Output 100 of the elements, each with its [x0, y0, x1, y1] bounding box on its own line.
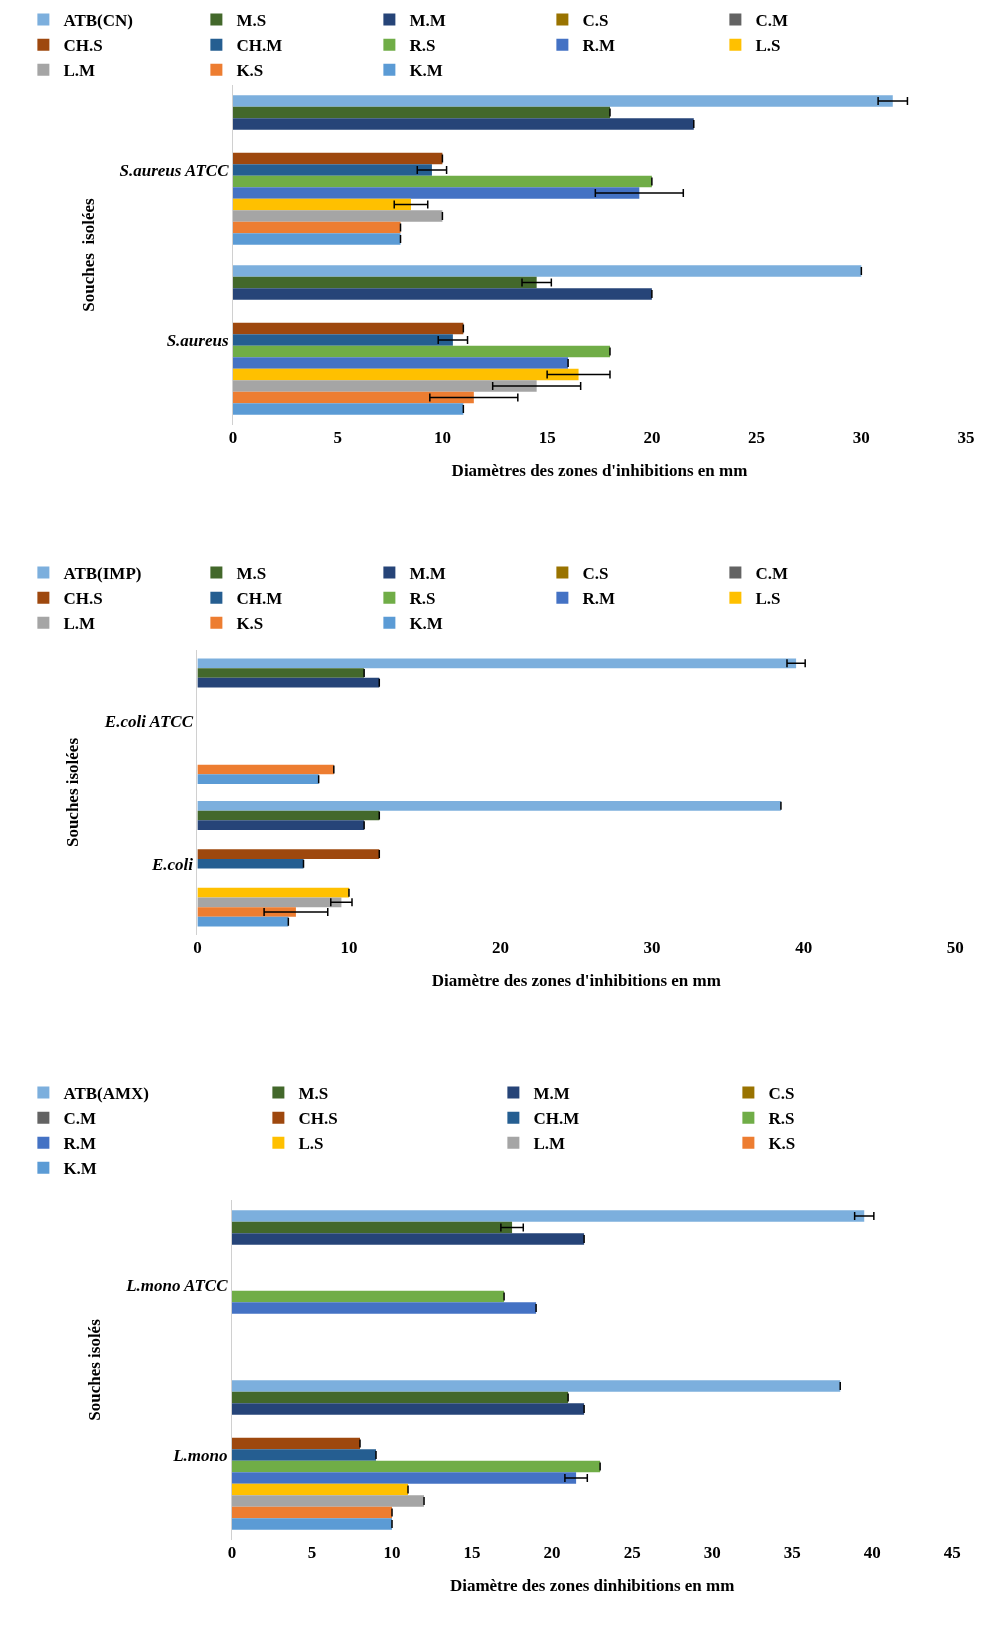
bar	[232, 221, 401, 234]
legend-label: K.S	[236, 614, 264, 634]
bar	[197, 820, 365, 830]
bar	[232, 210, 443, 222]
bar	[231, 1437, 360, 1450]
x-tick-label: 40	[795, 938, 813, 957]
legend-label: K.M	[409, 61, 443, 81]
bar	[231, 1391, 569, 1404]
x-tick-label: 25	[623, 1543, 641, 1562]
bar	[231, 1449, 377, 1461]
x-tick-label: 20	[543, 1543, 561, 1562]
legend-label: L.S	[298, 1134, 324, 1154]
x-tick-label: 30	[852, 428, 870, 447]
bar	[197, 658, 797, 669]
bar	[232, 368, 579, 381]
x-tick-label: 40	[863, 1543, 881, 1562]
legend-label: R.M	[582, 589, 615, 609]
x-tick-label: 0	[193, 938, 202, 957]
legend-label: CH.M	[533, 1109, 580, 1129]
legend-label: L.M	[63, 614, 96, 634]
y-tick-label: E.coli ATCC	[103, 712, 194, 732]
legend-label: M.S	[236, 564, 267, 584]
bar	[232, 265, 862, 277]
x-tick-label: 35	[957, 428, 975, 447]
bar	[231, 1472, 577, 1484]
bar	[197, 849, 380, 859]
bar	[232, 95, 893, 107]
bar	[232, 288, 652, 300]
legend-label: K.M	[63, 1159, 97, 1179]
y-tick-label: S.aureus ATCC	[119, 160, 230, 180]
legend-label: L.S	[755, 36, 781, 56]
y-tick-label: L.mono	[172, 1445, 228, 1465]
bar	[232, 187, 640, 199]
bar	[231, 1302, 537, 1314]
x-tick-label: 5	[307, 1543, 317, 1562]
legend-label: M.M	[409, 564, 446, 584]
x-axis-title: Diamètre des zones dinhibitions en mm	[449, 1576, 735, 1596]
legend-label: CH.S	[63, 36, 103, 56]
legend-label: M.S	[298, 1084, 329, 1104]
legend-label: R.S	[409, 36, 436, 56]
bar	[231, 1233, 585, 1245]
bar	[232, 175, 652, 188]
bar	[232, 380, 537, 392]
legend-label: CH.M	[236, 36, 283, 56]
legend-label: R.S	[768, 1109, 795, 1129]
bar	[197, 897, 342, 908]
bar	[232, 391, 474, 404]
x-tick-label: 25	[748, 428, 766, 447]
y-tick-label: L.mono ATCC	[125, 1275, 229, 1295]
x-tick-label: 10	[433, 428, 451, 447]
bar	[232, 334, 453, 346]
bar	[197, 907, 296, 917]
y-tick-label: E.coli	[150, 854, 194, 874]
legend-label: C.S	[768, 1084, 795, 1104]
bar	[197, 858, 304, 869]
y-axis-title: Souches isolées	[79, 197, 99, 312]
legend-label: M.M	[409, 11, 446, 31]
y-axis-title: Souches isolées	[63, 737, 83, 848]
x-tick-label: 45	[943, 1543, 961, 1562]
x-tick-label: 0	[227, 1543, 237, 1562]
legend-label: C.M	[755, 564, 788, 584]
legend-label: L.M	[63, 61, 96, 81]
bar	[231, 1290, 505, 1303]
legend-label: K.M	[409, 614, 443, 634]
x-tick-label: 35	[783, 1543, 801, 1562]
x-tick-label: 15	[463, 1543, 481, 1562]
legend-label: ATB(CN)	[63, 11, 133, 31]
bar	[232, 164, 432, 176]
legend-label: C.S	[582, 11, 609, 31]
bar	[231, 1483, 409, 1496]
legend-label: L.M	[533, 1134, 566, 1154]
bar	[197, 764, 334, 775]
bar	[231, 1460, 601, 1473]
bar	[232, 118, 694, 130]
bar	[197, 677, 380, 688]
bar	[232, 357, 569, 369]
legend-label: L.S	[755, 589, 781, 609]
legend-label: M.S	[236, 11, 267, 31]
bar	[197, 774, 319, 784]
x-tick-label: 5	[333, 428, 342, 447]
legend-label: CH.S	[298, 1109, 338, 1129]
bar	[197, 887, 349, 898]
legend-label: R.M	[582, 36, 615, 56]
legend-label: K.S	[236, 61, 264, 81]
x-axis-title: Diamètres des zones d'inhibitions en mm	[451, 461, 748, 481]
x-tick-label: 20	[492, 938, 510, 957]
bar	[231, 1380, 841, 1392]
legend-label: C.M	[63, 1109, 96, 1129]
bar	[232, 152, 443, 165]
y-tick-label: S.aureus	[166, 330, 229, 350]
bar	[231, 1495, 425, 1507]
bar	[197, 801, 781, 811]
bar	[231, 1221, 513, 1234]
legend-label: M.M	[533, 1084, 570, 1104]
bar	[232, 322, 464, 335]
x-tick-label: 30	[703, 1543, 721, 1562]
x-tick-label: 0	[228, 428, 238, 447]
legend-label: C.M	[755, 11, 788, 31]
legend-label: C.S	[582, 564, 609, 584]
bar	[232, 345, 610, 358]
